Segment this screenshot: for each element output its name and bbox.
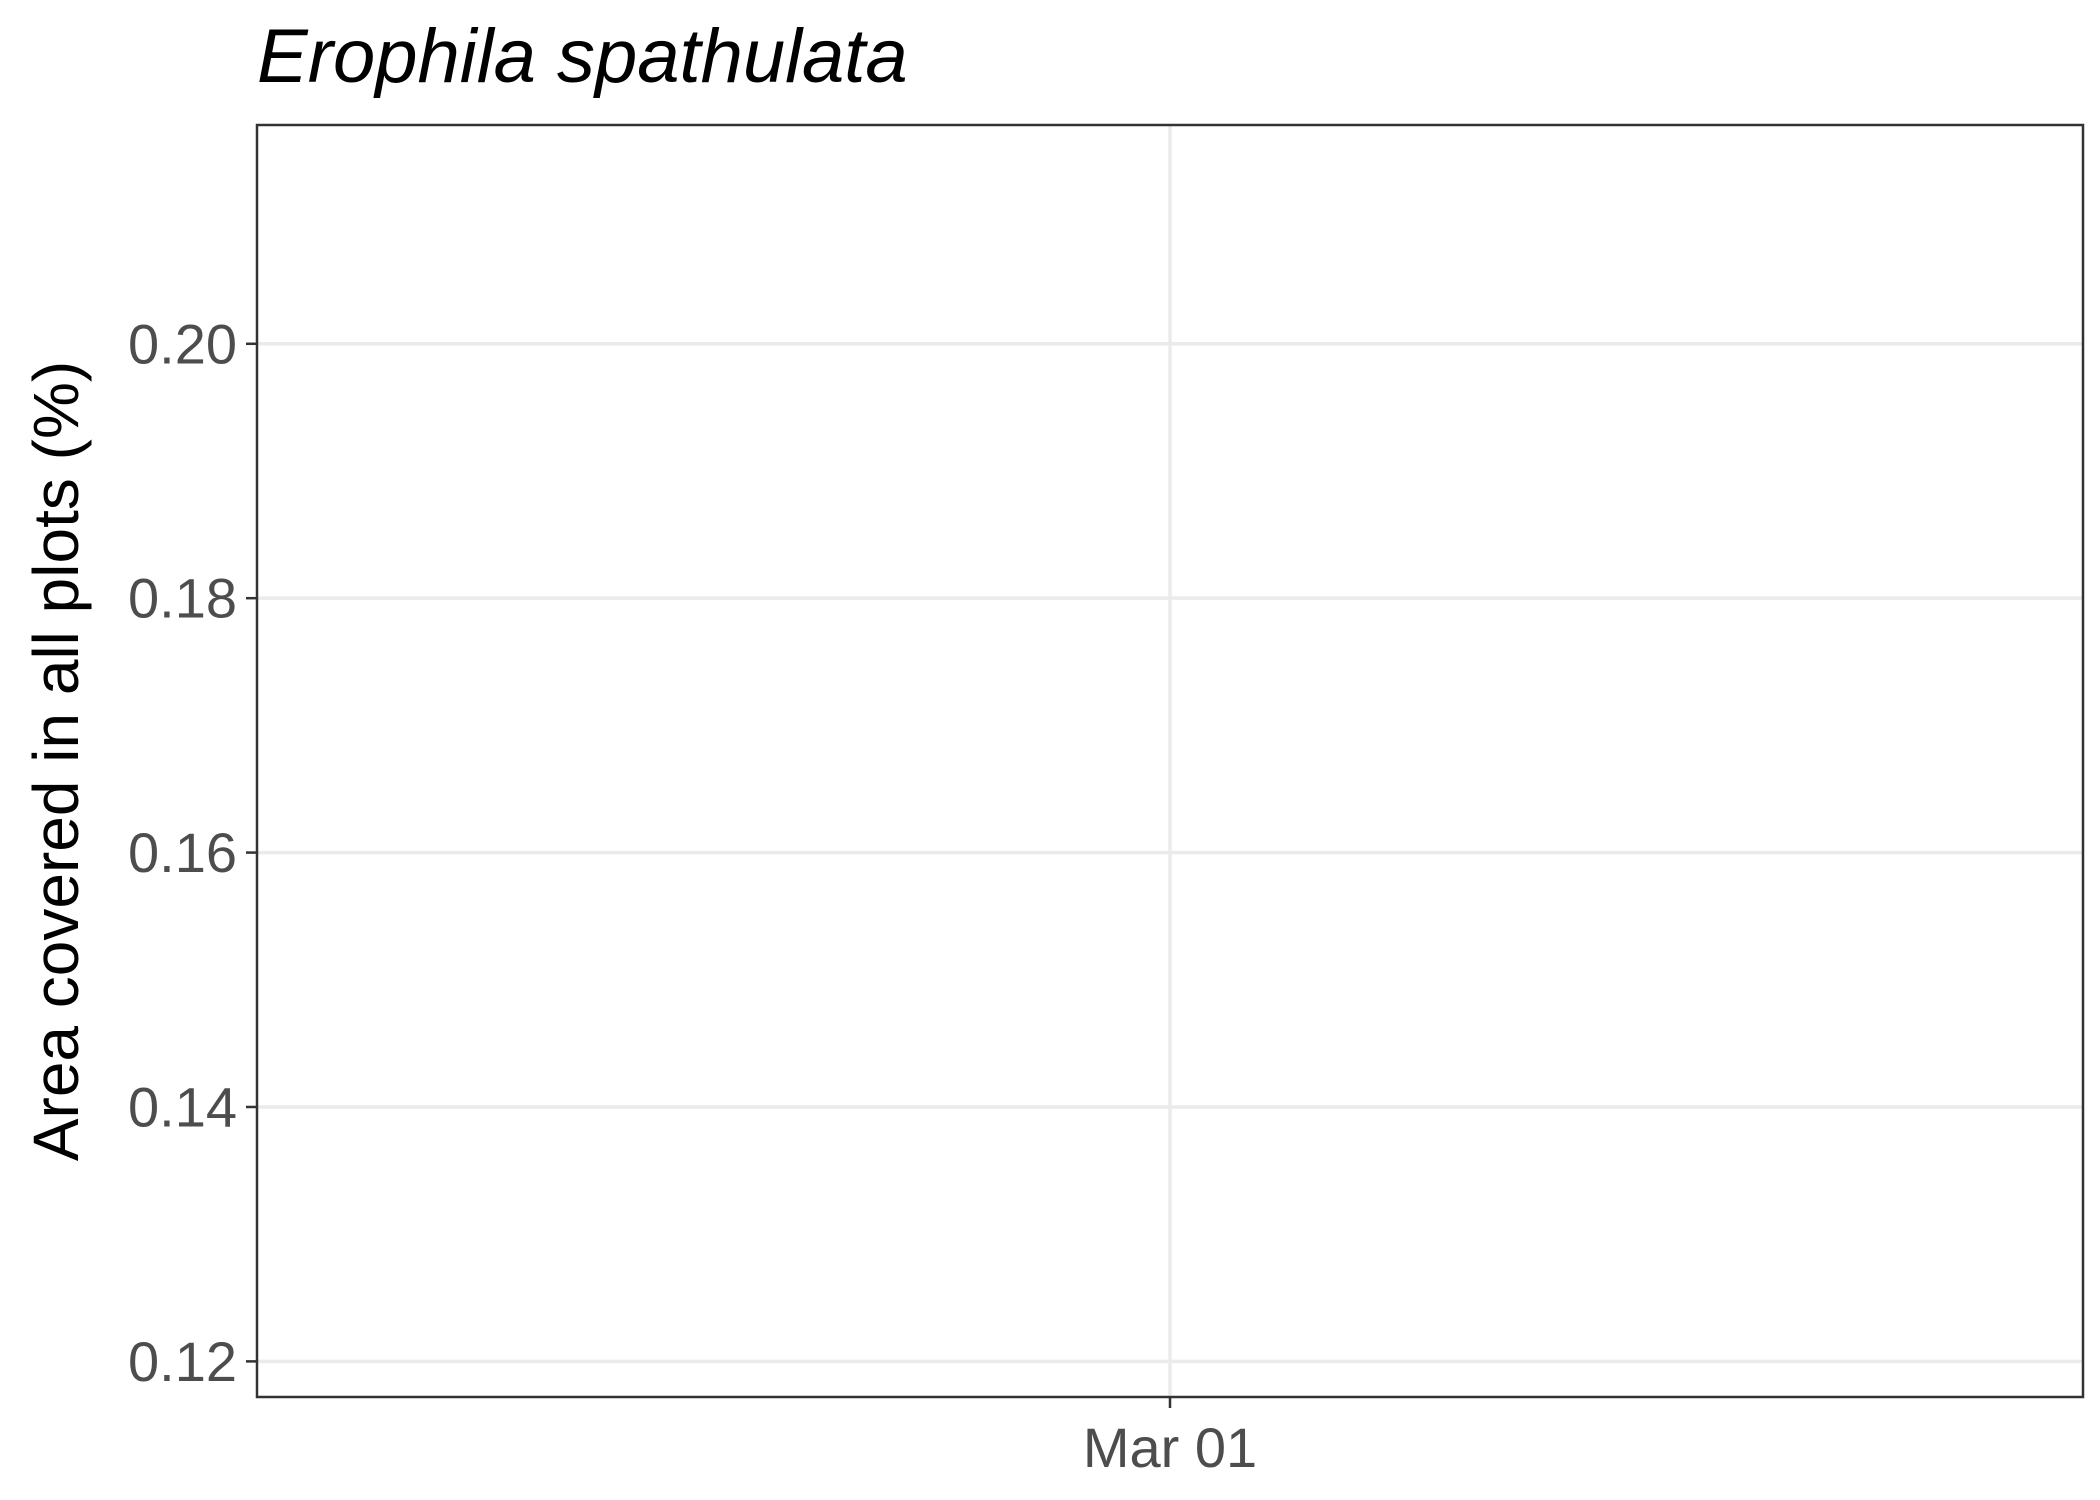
y-tick-label: 0.16	[128, 821, 237, 884]
y-tick-label: 0.20	[128, 312, 237, 375]
y-tick-label: 0.18	[128, 567, 237, 630]
y-tick-label: 0.12	[128, 1330, 237, 1393]
x-tick-label: Mar 01	[1083, 1416, 1257, 1479]
chart-title: Erophila spathulata	[257, 14, 908, 99]
gridlines	[257, 125, 2083, 1397]
y-axis-label: Area covered in all plots (%)	[20, 361, 92, 1161]
axis-ticks: 0.12 0.14 0.16 0.18 0.20 Mar 01	[128, 312, 1257, 1479]
y-tick-label: 0.14	[128, 1075, 237, 1138]
